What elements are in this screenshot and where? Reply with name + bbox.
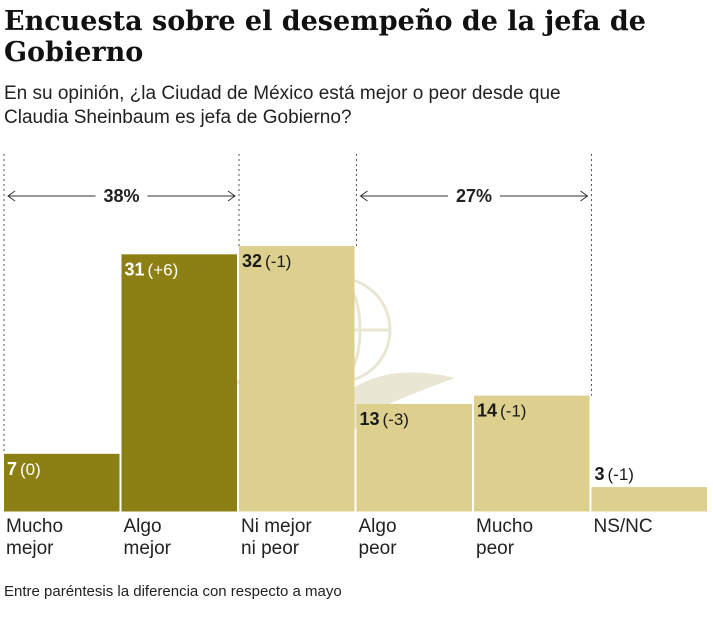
bar-difference: (-3) [383, 410, 409, 429]
bar [474, 395, 590, 512]
chart-dividers [3, 154, 592, 454]
bar [356, 403, 472, 512]
bar-value-label: 32 (-1) [242, 251, 291, 271]
bar [4, 453, 120, 512]
category-label-line: peor [359, 538, 398, 559]
category-label: Algo peor [359, 516, 398, 559]
bar-value: 3 [595, 464, 605, 484]
category-label-line: Ni mejor [241, 516, 312, 537]
category-label-line: NS/NC [594, 516, 653, 537]
bar-difference: (-1) [608, 465, 634, 484]
bar-value: 32 [242, 251, 262, 271]
category-label-line: peor [476, 538, 515, 559]
bar-difference: (0) [20, 460, 41, 479]
arrow-left-icon [7, 190, 16, 202]
bar [239, 246, 355, 512]
category-label-line: mejor [124, 538, 172, 559]
category-label: Mucho peor [476, 516, 533, 559]
bar-value: 14 [477, 401, 497, 421]
category-label-line: mejor [6, 538, 54, 559]
category-label-line: Algo [124, 516, 162, 537]
category-label-line: ni peor [241, 538, 300, 559]
category-label: NS/NC [594, 516, 653, 537]
bar-value: 13 [360, 409, 380, 429]
bar-value: 7 [7, 459, 17, 479]
category-label: Ni mejor ni peor [241, 516, 312, 559]
bar [591, 487, 707, 512]
category-label-line: Algo [359, 516, 397, 537]
bar-value: 31 [125, 259, 145, 279]
group-brackets: 38% 27% [7, 186, 589, 206]
chart-subtitle: En su opinión, ¿la Ciudad de México está… [4, 83, 561, 128]
category-label: Algo mejor [124, 516, 172, 559]
bar-value-label: 13 (-3) [360, 409, 409, 429]
bar-difference: (-1) [500, 402, 526, 421]
footnote: Entre paréntesis la diferencia con respe… [4, 583, 342, 600]
chart-title: Encuesta sobre el desempeño de la jefa d… [4, 6, 646, 68]
group-total-label: 38% [103, 186, 139, 206]
bar-value-label: 3 (-1) [595, 464, 634, 484]
bar-chart: 38% 27% 7 (0)31 (+6) 32 (-1)13 (-3) 14 (-1)3 (-1)… [3, 154, 709, 559]
bar-value-label: 7 (0) [7, 459, 41, 479]
bar-labels: 7 (0)31 (+6) 32 (-1)13 (-3) 14 (-1)3 (-1) [7, 251, 634, 484]
bar [121, 254, 237, 512]
arrow-right-icon [227, 190, 236, 202]
bar-value-label: 14 (-1) [477, 401, 526, 421]
category-label-line: Mucho [476, 516, 533, 537]
group-total-label: 27% [456, 186, 492, 206]
bar-difference: (-1) [265, 252, 291, 271]
category-label: Mucho mejor [6, 516, 63, 559]
category-label-line: Mucho [6, 516, 63, 537]
bar-difference: (+6) [148, 260, 179, 279]
arrow-right-icon [580, 190, 589, 202]
bar-value-label: 31 (+6) [125, 259, 179, 279]
arrow-left-icon [359, 190, 368, 202]
bars [4, 246, 707, 512]
